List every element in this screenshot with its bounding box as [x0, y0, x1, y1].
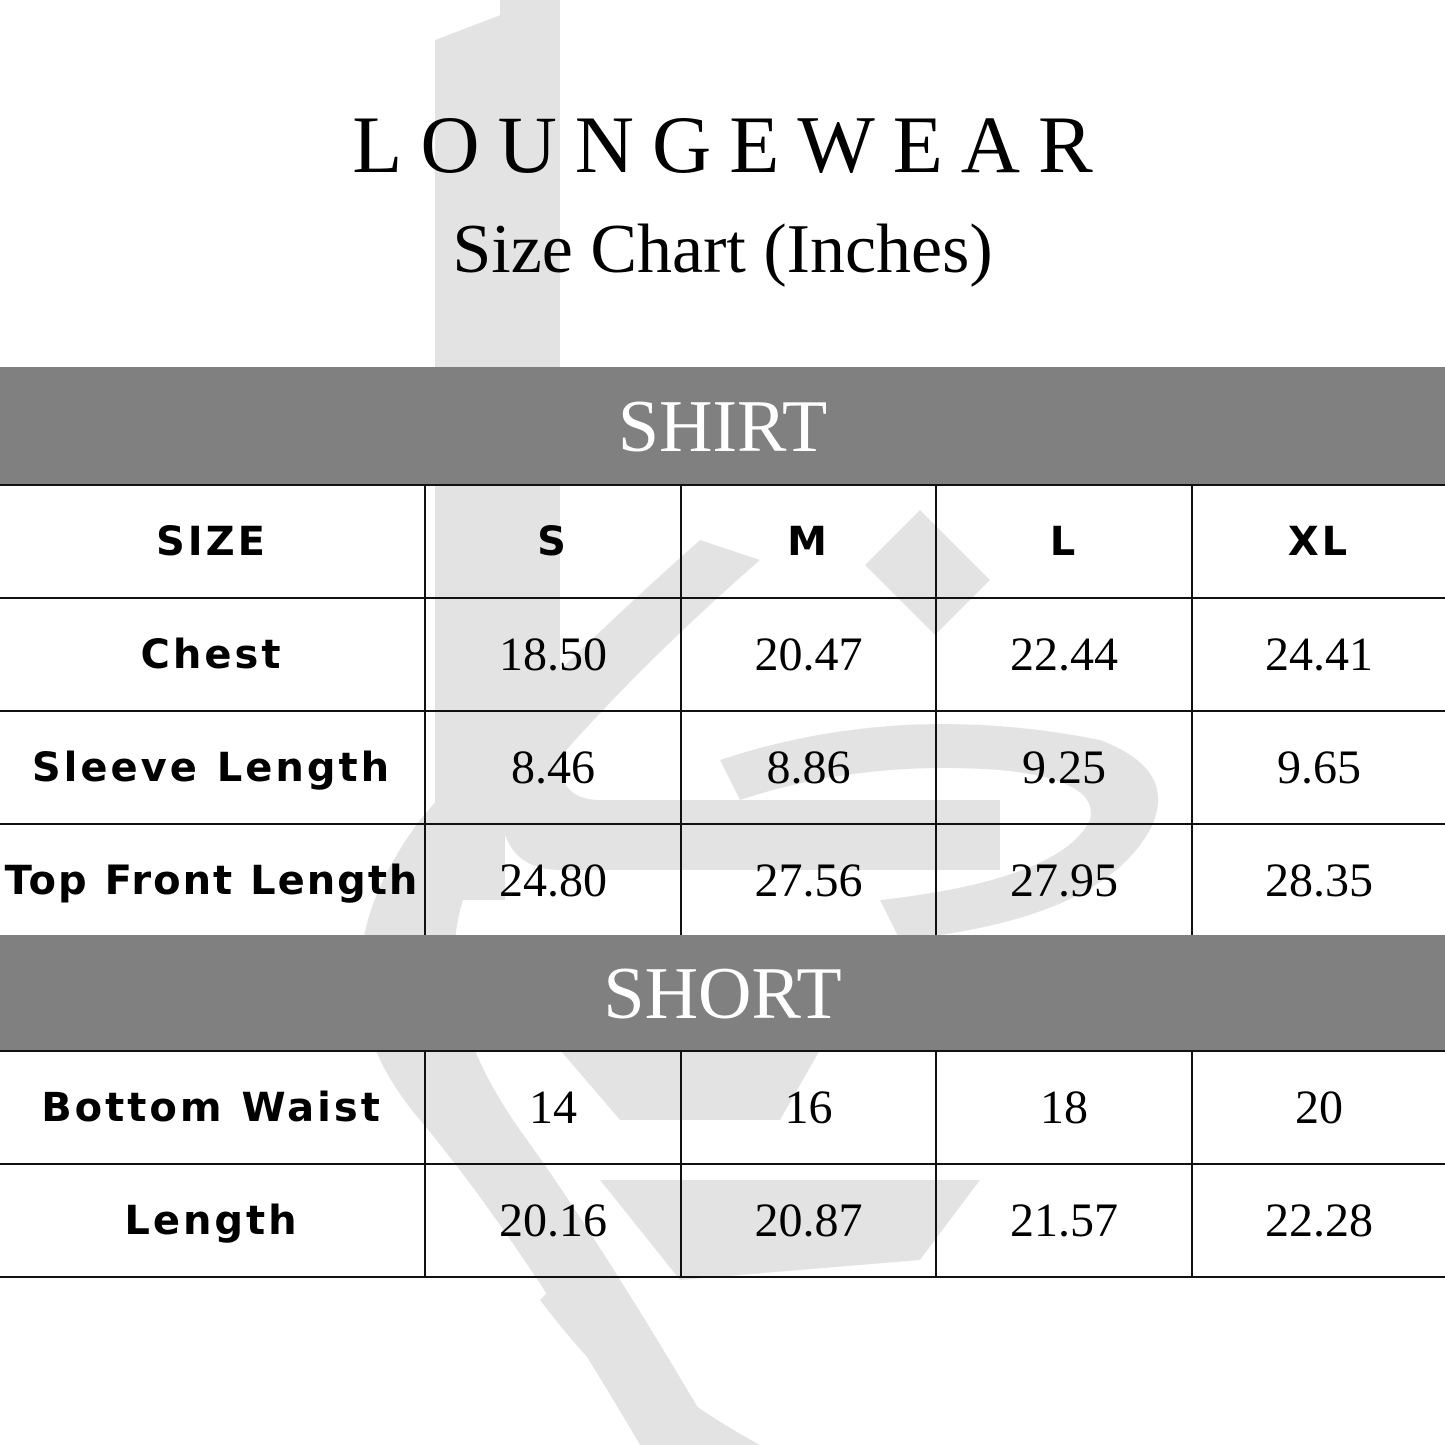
shirt-section-heading: SHIRT — [0, 367, 1445, 484]
value-cell: 27.95 — [935, 823, 1193, 938]
value-cell: 27.56 — [680, 823, 937, 938]
value-cell: 9.65 — [1191, 710, 1445, 825]
row-label: Length — [0, 1163, 426, 1278]
value-cell: 21.57 — [935, 1163, 1193, 1278]
row-label: Sleeve Length — [0, 710, 426, 825]
value-cell: 20 — [1191, 1050, 1445, 1165]
value-cell: 8.46 — [424, 710, 682, 825]
table-header-row: SIZE S M L XL — [0, 484, 1445, 599]
row-label: Chest — [0, 597, 426, 712]
table-row: Chest 18.50 20.47 22.44 24.41 — [0, 597, 1445, 712]
value-cell: 20.87 — [680, 1163, 937, 1278]
header-cell: SIZE — [0, 484, 426, 599]
shirt-size-table: SIZE S M L XL Chest 18.50 20.47 22.44 24… — [0, 484, 1445, 938]
value-cell: 24.80 — [424, 823, 682, 938]
table-row: Length 20.16 20.87 21.57 22.28 — [0, 1163, 1445, 1278]
value-cell: 8.86 — [680, 710, 937, 825]
value-cell: 14 — [424, 1050, 682, 1165]
value-cell: 9.25 — [935, 710, 1193, 825]
value-cell: 16 — [680, 1050, 937, 1165]
header-cell: XL — [1191, 484, 1445, 599]
value-cell: 24.41 — [1191, 597, 1445, 712]
table-row: Bottom Waist 14 16 18 20 — [0, 1050, 1445, 1165]
value-cell: 18.50 — [424, 597, 682, 712]
chart-subtitle: Size Chart (Inches) — [452, 211, 993, 288]
header-cell: L — [935, 484, 1193, 599]
short-section-heading: SHORT — [0, 935, 1445, 1050]
value-cell: 20.16 — [424, 1163, 682, 1278]
row-label: Top Front Length — [0, 823, 426, 938]
table-row: Sleeve Length 8.46 8.86 9.25 9.65 — [0, 710, 1445, 825]
header-cell: M — [680, 484, 937, 599]
value-cell: 28.35 — [1191, 823, 1445, 938]
value-cell: 22.44 — [935, 597, 1193, 712]
value-cell: 18 — [935, 1050, 1193, 1165]
value-cell: 20.47 — [680, 597, 937, 712]
header-cell: S — [424, 484, 682, 599]
row-label: Bottom Waist — [0, 1050, 426, 1165]
brand-title: LOUNGEWEAR — [352, 99, 1111, 190]
table-row: Top Front Length 24.80 27.56 27.95 28.35 — [0, 823, 1445, 938]
short-size-table: Bottom Waist 14 16 18 20 Length 20.16 20… — [0, 1050, 1445, 1278]
value-cell: 22.28 — [1191, 1163, 1445, 1278]
